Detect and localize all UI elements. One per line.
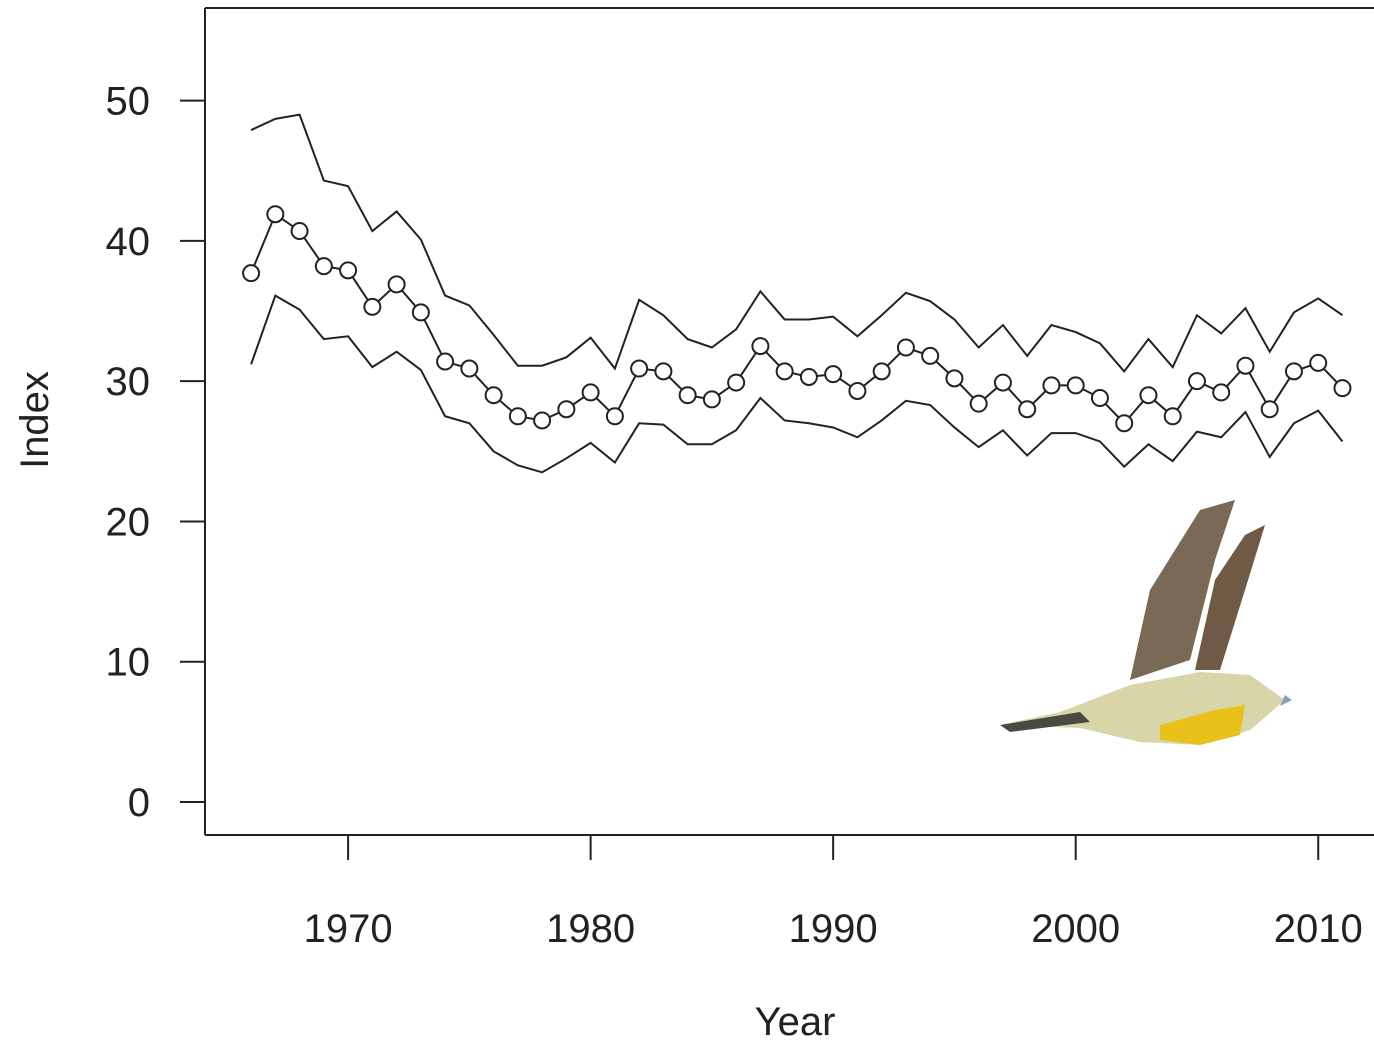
bird-breast [1160,705,1245,745]
y-tick-label: 50 [106,80,151,124]
x-tick-label: 1990 [789,907,878,951]
data-point [824,365,843,384]
data-point [1236,356,1255,375]
data-point [242,264,261,283]
bird-wing [1195,525,1265,670]
data-point [1042,376,1061,395]
y-tick-label: 0 [128,781,150,825]
y-axis-label: Index [13,371,57,469]
bird-tail [1000,712,1090,732]
data-point [945,369,964,388]
data-point [266,205,285,224]
data-point [896,338,915,357]
data-point [339,261,358,280]
data-point [387,275,406,294]
bird-wing [1130,500,1235,680]
data-point [1163,407,1182,426]
x-tick-label: 2000 [1031,907,1120,951]
data-point [1333,379,1352,398]
series-line [250,294,1344,474]
data-point [1260,400,1279,419]
data-point [921,346,940,365]
data-point [654,362,673,381]
bird-beak [1280,695,1292,706]
data-point [872,362,891,381]
data-point [727,373,746,392]
data-point [751,337,770,356]
data-point [799,367,818,386]
data-point [775,362,794,381]
y-tick-label: 40 [106,220,151,264]
data-point [533,411,552,430]
data-point [1139,386,1158,405]
data-point [969,394,988,413]
data-point [411,303,430,322]
series-line [250,113,1344,373]
x-tick-label: 2010 [1274,907,1363,951]
data-point [993,373,1012,392]
x-tick-label: 1970 [304,907,393,951]
data-point [460,359,479,378]
data-point [630,359,649,378]
data-point [1187,372,1206,391]
bird-illustration [1000,500,1292,745]
y-tick-label: 30 [106,360,151,404]
data-point [363,297,382,316]
data-point [290,222,309,241]
data-point [605,407,624,426]
data-point [848,381,867,400]
series-line [250,212,1344,425]
data-point [484,386,503,405]
y-tick-label: 10 [106,641,151,685]
data-point [508,407,527,426]
data-point [1284,362,1303,381]
y-tick-label: 20 [106,500,151,544]
data-point [1212,383,1231,402]
data-point [557,400,576,419]
x-tick-label: 1980 [546,907,635,951]
data-point [314,257,333,276]
data-point [702,390,721,409]
data-point [436,352,455,371]
data-point [1018,400,1037,419]
data-point [581,383,600,402]
data-point [1309,353,1328,372]
data-point [1090,389,1109,408]
data-point [678,386,697,405]
data-point [1066,376,1085,395]
x-axis-label: Year [755,1000,836,1044]
data-point [1115,414,1134,433]
